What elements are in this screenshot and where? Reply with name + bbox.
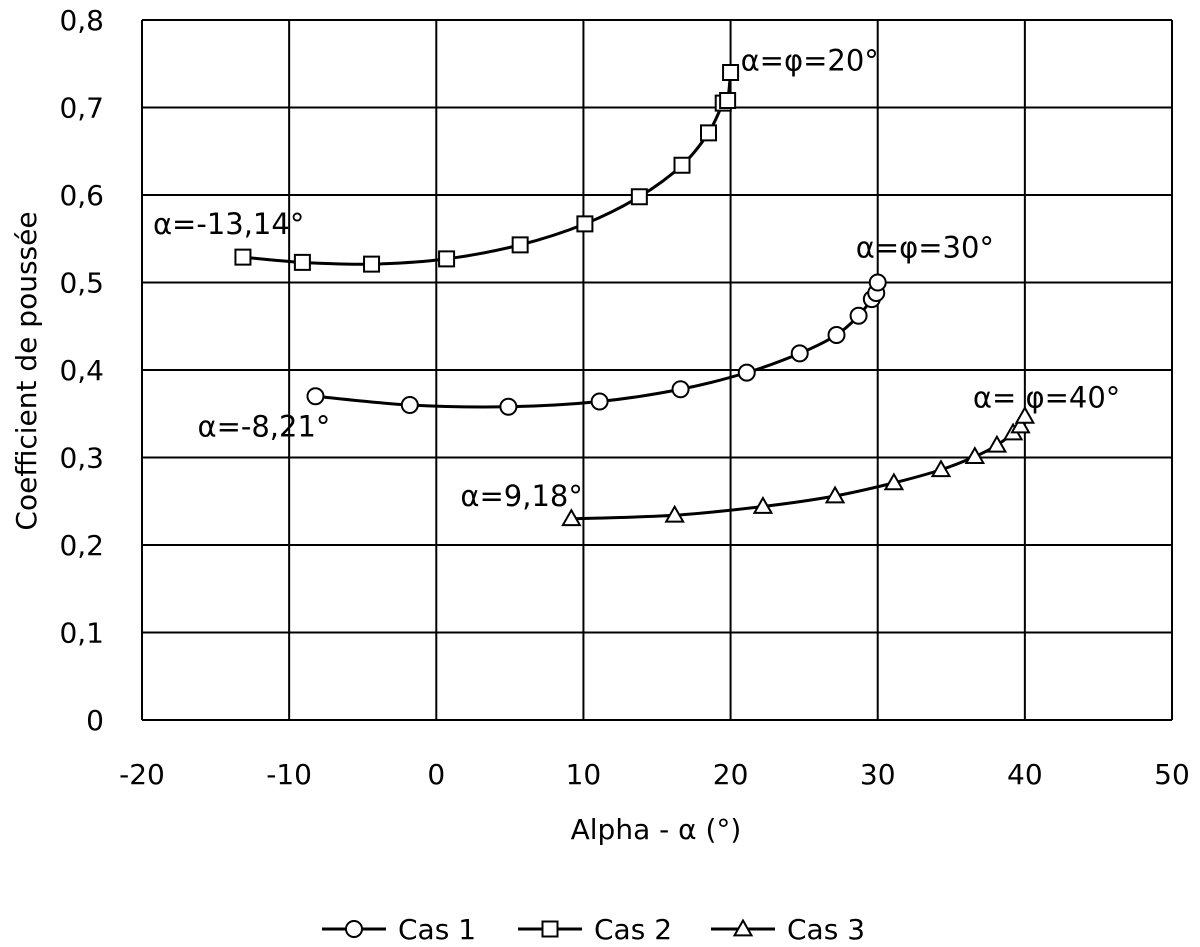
legend-marker (541, 920, 559, 938)
legend-label: Cas 3 (787, 913, 865, 946)
data-point (671, 380, 690, 399)
series-group (234, 64, 1036, 527)
series-cas-1 (306, 273, 887, 416)
annotation-label: α=φ=20° (741, 44, 879, 78)
series-line (242, 72, 733, 266)
data-point (673, 156, 691, 174)
legend-label: Cas 1 (398, 913, 476, 946)
annotations: α=-13,14° α=φ=20° α=φ=30° α=-8,21° α=9,18° α=… (153, 44, 1120, 513)
grid (141, 19, 1173, 721)
x-tick-label: -10 (266, 758, 312, 791)
x-tick-label: 40 (1007, 758, 1043, 791)
legend-item: Cas 3 (711, 913, 865, 946)
legend-label: Cas 2 (594, 913, 672, 946)
y-tick-label: 0,7 (59, 92, 104, 125)
data-point (964, 446, 986, 464)
y-axis-ticks: 0 0,1 0,2 0,3 0,4 0,5 0,6 0,7 0,8 (59, 4, 104, 737)
data-point (719, 92, 737, 109)
data-point (849, 306, 868, 325)
y-tick-label: 0,8 (59, 4, 104, 37)
data-point (700, 124, 717, 142)
x-tick-label: 30 (860, 758, 896, 791)
data-point (827, 326, 846, 344)
data-point (930, 459, 952, 478)
data-point (883, 472, 905, 491)
x-tick-label: -20 (119, 758, 165, 791)
series-cas-3 (561, 405, 1036, 527)
data-point (630, 188, 648, 206)
data-point (1014, 405, 1036, 424)
series-line (315, 282, 880, 409)
data-point (824, 485, 846, 504)
y-tick-label: 0,5 (59, 267, 104, 300)
series-line (571, 415, 1027, 521)
y-tick-label: 0,6 (59, 179, 104, 212)
legend-item: Cas 1 (322, 913, 476, 946)
x-axis-ticks: -20 -10 0 10 20 30 40 50 (119, 758, 1190, 791)
data-point (664, 504, 685, 523)
data-point (590, 392, 609, 411)
x-tick-label: 20 (713, 758, 749, 791)
legend-item: Cas 2 (518, 913, 672, 946)
annotation-label: α=-8,21° (197, 409, 330, 443)
data-point (363, 255, 381, 273)
data-point (1010, 415, 1031, 434)
annotation-label: α=9,18° (460, 479, 583, 513)
annotation-label: α=φ=30° (856, 231, 994, 265)
y-tick-label: 0 (86, 704, 104, 737)
data-point (438, 250, 456, 268)
data-point (752, 495, 774, 514)
data-point (234, 248, 252, 266)
x-tick-label: 50 (1154, 758, 1190, 791)
y-tick-label: 0,3 (59, 442, 104, 475)
data-point (293, 253, 311, 271)
data-point (722, 64, 740, 81)
data-point (511, 236, 529, 254)
x-tick-label: 10 (566, 758, 602, 791)
series-cas-2 (234, 64, 740, 273)
data-point (986, 434, 1008, 453)
data-point (499, 397, 518, 416)
legend: Cas 1 Cas 2 Cas 3 (322, 913, 865, 946)
data-point (576, 215, 594, 233)
x-axis-title: Alpha - α (°) (571, 813, 742, 846)
data-point (868, 273, 887, 292)
legend-marker (732, 918, 754, 937)
data-point (400, 396, 419, 414)
data-point (790, 344, 809, 363)
annotation-label: α= φ=40° (973, 380, 1120, 414)
data-point (737, 363, 756, 382)
data-point (561, 508, 582, 527)
y-tick-label: 0,4 (59, 354, 104, 387)
data-point (306, 387, 325, 406)
y-axis-title: Coefficient de poussée (10, 211, 43, 530)
annotation-label: α=-13,14° (153, 207, 304, 241)
y-tick-label: 0,2 (59, 529, 104, 562)
legend-marker (345, 920, 363, 938)
x-tick-label: 0 (427, 758, 445, 791)
y-tick-label: 0,1 (59, 617, 104, 650)
